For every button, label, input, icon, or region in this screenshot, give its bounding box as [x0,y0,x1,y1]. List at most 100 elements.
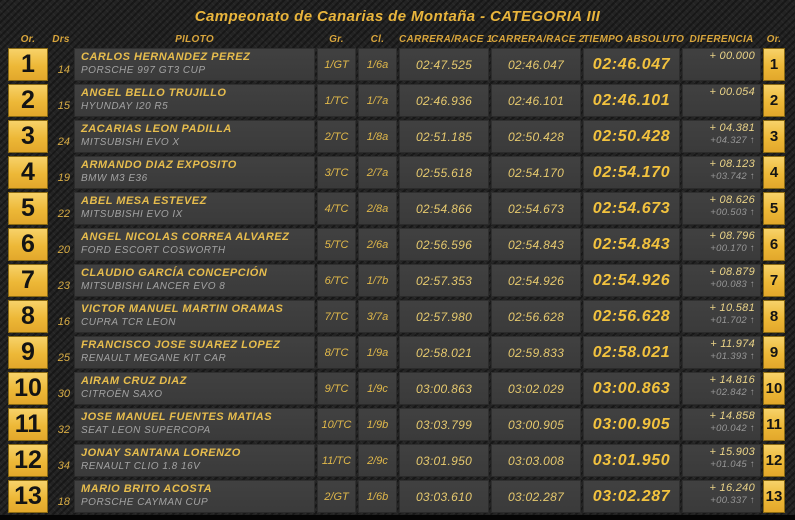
result-row: 2 15 ANGEL BELLO TRUJILLO HYUNDAY I20 R5… [0,84,795,117]
total-time: 03:02.287 [583,480,680,513]
diff-to-leader: + 00.054 [709,86,755,98]
diff-to-previous [682,99,755,110]
diff-to-previous: +02.842 ↑ [710,387,755,398]
driver-number: 24 [57,136,70,148]
total-time: 03:00.905 [583,408,680,441]
diff-to-leader: + 04.381 [709,122,755,134]
driver-number: 20 [57,244,70,256]
total-time: 02:54.170 [583,156,680,189]
position-box-right: 12 [763,444,785,477]
driver-number: 30 [57,388,70,400]
race2-time: 03:02.287 [491,480,581,513]
diff-to-previous: +03.742 ↑ [710,171,755,182]
race1-time: 02:47.525 [399,48,489,81]
position-box-right: 6 [763,228,785,261]
race2-time: 02:46.047 [491,48,581,81]
diff-to-previous: +04.327 ↑ [710,135,755,146]
diff-to-leader: + 08.796 [709,230,755,242]
position-box-left: 7 [8,264,48,297]
diff-to-leader: + 00.000 [709,50,755,62]
race1-time: 02:46.936 [399,84,489,117]
position-box-right: 3 [763,120,785,153]
group-cell: 2/TC [317,120,356,153]
diff-to-previous [682,63,755,74]
diff-to-leader: + 14.816 [709,374,755,386]
table-header: Or. Drs PILOTO Gr. Cl. CARRERA/RACE 1 CA… [0,30,795,48]
race2-time: 03:03.008 [491,444,581,477]
position-box-left: 9 [8,336,48,369]
difference-cell: + 08.123 +03.742 ↑ [682,156,761,189]
race2-time: 03:02.029 [491,372,581,405]
header-total: TIEMPO ABSOLUTO [583,33,685,45]
header-or-right: Or. [766,33,782,45]
difference-cell: + 10.581 +01.702 ↑ [682,300,761,333]
group-cell: 9/TC [317,372,356,405]
race2-time: 02:59.833 [491,336,581,369]
position-box-right: 1 [763,48,785,81]
position-box-right: 13 [763,480,785,513]
diff-to-leader: + 08.626 [709,194,755,206]
race1-time: 02:54.866 [399,192,489,225]
position-box-right: 9 [763,336,785,369]
total-time: 02:46.101 [583,84,680,117]
car-name: BMW M3 E36 [81,173,148,184]
total-time: 02:54.926 [583,264,680,297]
position-box-left: 5 [8,192,48,225]
position-box-right: 8 [763,300,785,333]
driver-name: JOSE MANUEL FUENTES MATIAS [81,411,273,423]
result-row: 11 32 JOSE MANUEL FUENTES MATIAS SEAT LE… [0,408,795,441]
pilot-cell: ANGEL BELLO TRUJILLO HYUNDAY I20 R5 [74,84,315,117]
position-box-left: 4 [8,156,48,189]
position-box-left: 2 [8,84,48,117]
driver-number: 14 [57,64,70,76]
pilot-cell: JOSE MANUEL FUENTES MATIAS SEAT LEON SUP… [74,408,315,441]
position-box-left: 6 [8,228,48,261]
diff-to-leader: + 10.581 [709,302,755,314]
driver-name: FRANCISCO JOSE SUAREZ LOPEZ [81,339,281,351]
race1-time: 02:58.021 [399,336,489,369]
difference-cell: + 16.240 +00.337 ↑ [682,480,761,513]
class-cell: 1/6a [358,48,397,81]
result-row: 8 16 VICTOR MANUEL MARTIN ORAMAS CUPRA T… [0,300,795,333]
race2-time: 03:00.905 [491,408,581,441]
class-cell: 1/9c [358,372,397,405]
diff-to-previous: +00.083 ↑ [710,279,755,290]
driver-number: 32 [57,424,70,436]
car-name: MITSUBISHI EVO X [81,137,180,148]
class-cell: 2/7a [358,156,397,189]
race2-time: 02:54.673 [491,192,581,225]
race1-time: 03:03.799 [399,408,489,441]
driver-number: 22 [57,208,70,220]
group-cell: 2/GT [317,480,356,513]
pilot-cell: CLAUDIO GARCÍA CONCEPCIÓN MITSUBISHI LAN… [74,264,315,297]
pilot-cell: ABEL MESA ESTEVEZ MITSUBISHI EVO IX [74,192,315,225]
car-name: SEAT LEON SUPERCOPA [81,425,211,436]
pilot-cell: JONAY SANTANA LORENZO RENAULT CLIO 1.8 1… [74,444,315,477]
diff-to-previous: +00.042 ↑ [710,423,755,434]
driver-name: VICTOR MANUEL MARTIN ORAMAS [81,303,284,315]
driver-name: ZACARIAS LEON PADILLA [81,123,232,135]
race1-time: 02:55.618 [399,156,489,189]
header-race1: CARRERA/RACE 1 [399,33,493,45]
group-cell: 8/TC [317,336,356,369]
total-time: 03:00.863 [583,372,680,405]
race2-time: 02:50.428 [491,120,581,153]
driver-number: 34 [57,460,70,472]
difference-cell: + 15.903 +01.045 ↑ [682,444,761,477]
total-time: 02:58.021 [583,336,680,369]
result-row: 10 30 AIRAM CRUZ DIAZ CITROËN SAXO 9/TC … [0,372,795,405]
pilot-cell: CARLOS HERNANDEZ PEREZ PORSCHE 997 GT3 C… [74,48,315,81]
result-row: 1 14 CARLOS HERNANDEZ PEREZ PORSCHE 997 … [0,48,795,81]
total-time: 02:50.428 [583,120,680,153]
class-cell: 1/9b [358,408,397,441]
class-cell: 1/9a [358,336,397,369]
class-cell: 3/7a [358,300,397,333]
position-box-left: 8 [8,300,48,333]
position-box-right: 10 [763,372,785,405]
header-or-left: Or. [20,33,36,45]
car-name: PORSCHE 997 GT3 CUP [81,65,206,76]
car-name: RENAULT MEGANE KIT CAR [81,353,227,364]
car-name: RENAULT CLIO 1.8 16V [81,461,201,472]
car-name: CITROËN SAXO [81,389,163,400]
race1-time: 03:01.950 [399,444,489,477]
